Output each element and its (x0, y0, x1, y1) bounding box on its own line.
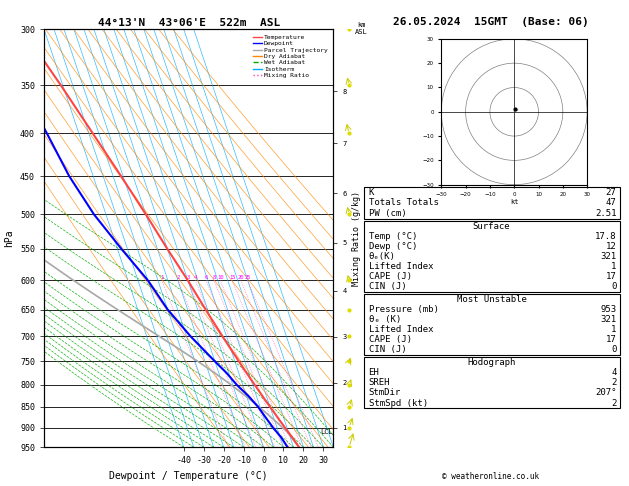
Text: StmDir: StmDir (369, 388, 401, 398)
Text: Totals Totals: Totals Totals (369, 198, 438, 208)
Text: 4: 4 (194, 276, 197, 280)
Text: Lifted Index: Lifted Index (369, 325, 433, 334)
Text: 1: 1 (611, 262, 616, 271)
Text: © weatheronline.co.uk: © weatheronline.co.uk (442, 472, 539, 481)
Y-axis label: Mixing Ratio (g/kg): Mixing Ratio (g/kg) (352, 191, 361, 286)
Text: CAPE (J): CAPE (J) (369, 335, 411, 344)
Text: 25: 25 (244, 276, 251, 280)
Text: 2: 2 (611, 378, 616, 387)
Text: 3: 3 (186, 276, 189, 280)
Text: Most Unstable: Most Unstable (457, 295, 526, 304)
Text: Hodograph: Hodograph (467, 358, 516, 367)
Text: 20: 20 (237, 276, 244, 280)
Text: Lifted Index: Lifted Index (369, 262, 433, 271)
Text: K: K (369, 188, 374, 197)
Text: θₑ(K): θₑ(K) (369, 252, 396, 261)
Text: 8: 8 (213, 276, 216, 280)
Text: Surface: Surface (473, 222, 510, 231)
Text: 0: 0 (611, 282, 616, 291)
Text: SREH: SREH (369, 378, 390, 387)
Text: 321: 321 (600, 252, 616, 261)
X-axis label: Dewpoint / Temperature (°C): Dewpoint / Temperature (°C) (109, 471, 268, 481)
Text: 15: 15 (229, 276, 235, 280)
Text: 2.51: 2.51 (595, 209, 616, 218)
Text: 1: 1 (160, 276, 164, 280)
Text: CIN (J): CIN (J) (369, 282, 406, 291)
Text: 1: 1 (611, 325, 616, 334)
Text: 2: 2 (611, 399, 616, 408)
Text: 6: 6 (204, 276, 208, 280)
Text: EH: EH (369, 368, 379, 377)
Text: 10: 10 (217, 276, 223, 280)
Text: CIN (J): CIN (J) (369, 345, 406, 354)
Text: 4: 4 (611, 368, 616, 377)
Text: 17: 17 (606, 272, 616, 281)
Text: Temp (°C): Temp (°C) (369, 232, 417, 241)
Text: 2: 2 (176, 276, 180, 280)
Y-axis label: hPa: hPa (4, 229, 14, 247)
Text: LCL: LCL (321, 429, 333, 434)
Text: PW (cm): PW (cm) (369, 209, 406, 218)
Text: 17: 17 (606, 335, 616, 344)
Text: Pressure (mb): Pressure (mb) (369, 305, 438, 314)
Text: CAPE (J): CAPE (J) (369, 272, 411, 281)
Text: θₑ (K): θₑ (K) (369, 315, 401, 324)
Text: 47: 47 (606, 198, 616, 208)
Text: km
ASL: km ASL (355, 22, 368, 35)
Text: 0: 0 (611, 345, 616, 354)
Text: 321: 321 (600, 315, 616, 324)
Title: 44°13'N  43°06'E  522m  ASL: 44°13'N 43°06'E 522m ASL (97, 18, 280, 28)
Text: 27: 27 (606, 188, 616, 197)
X-axis label: kt: kt (510, 199, 518, 205)
Text: 17.8: 17.8 (595, 232, 616, 241)
Text: 12: 12 (606, 242, 616, 251)
Text: Dewp (°C): Dewp (°C) (369, 242, 417, 251)
Text: 207°: 207° (595, 388, 616, 398)
Text: StmSpd (kt): StmSpd (kt) (369, 399, 428, 408)
Legend: Temperature, Dewpoint, Parcel Trajectory, Dry Adiabat, Wet Adiabat, Isotherm, Mi: Temperature, Dewpoint, Parcel Trajectory… (250, 32, 330, 81)
Text: 26.05.2024  15GMT  (Base: 06): 26.05.2024 15GMT (Base: 06) (392, 17, 589, 27)
Text: 953: 953 (600, 305, 616, 314)
